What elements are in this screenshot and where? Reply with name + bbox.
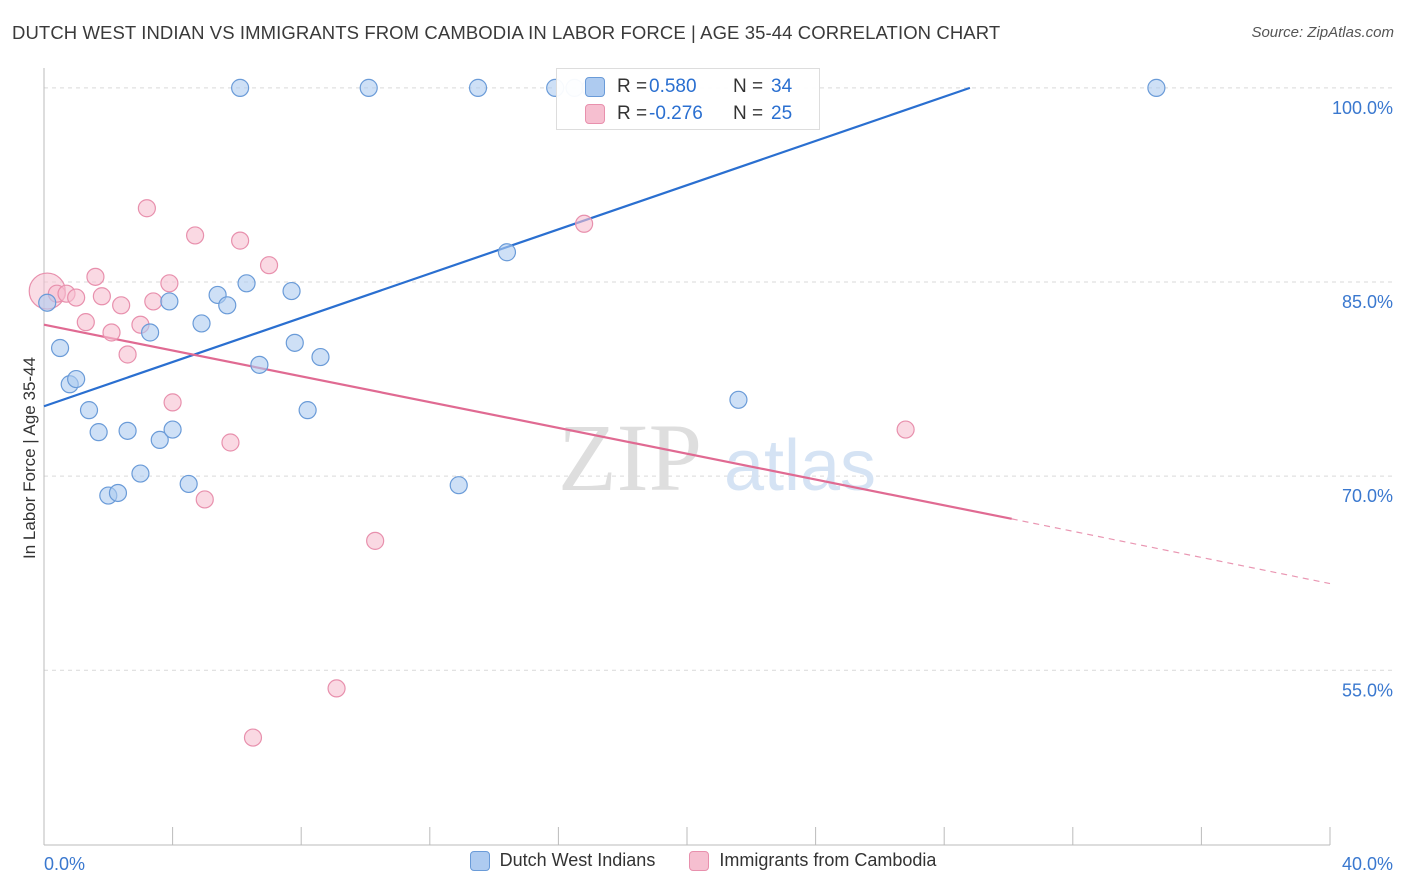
r-value-pink: -0.276 [649,103,703,124]
y-tick-label: 70.0% [1342,486,1393,506]
data-point-pink [163,393,182,412]
data-point-blue [285,333,304,352]
stats-box: R = 0.580 N = 34 R = -0.276 N = 25 [556,68,820,130]
y-tick-label: 100.0% [1332,98,1393,118]
source-credit[interactable]: Source: ZipAtlas.com [1251,24,1394,41]
data-point-blue [250,355,269,374]
data-point-pink [92,287,111,306]
r-label: R = [617,76,648,97]
data-point-blue [497,243,517,262]
data-point-pink [144,292,163,311]
data-point-pink [67,288,86,307]
legend-swatch-blue [469,850,490,871]
data-point-blue [282,281,301,301]
chart-legend: Dutch West Indians Immigrants from Cambo… [0,850,1406,871]
stats-swatch-blue [585,77,605,97]
n-label: N = [733,103,764,124]
legend-label: Immigrants from Cambodia [719,850,937,870]
data-point-pink [76,313,95,332]
data-point-blue [298,401,317,420]
data-point-pink [160,274,179,293]
data-point-blue [67,369,86,389]
data-point-blue [468,78,488,97]
data-point-blue [150,430,169,450]
r-value-blue: 0.580 [649,76,697,97]
data-point-blue [311,347,330,367]
n-value-pink: 25 [771,103,793,124]
r-label: R = [617,103,648,124]
legend-item-immigrants-from-cambodia[interactable]: Immigrants from Cambodia [689,850,936,871]
data-point-blue [231,78,250,97]
data-point-blue [89,423,108,442]
n-label: N = [733,76,764,97]
data-point-pink [221,433,240,452]
data-point-blue [192,314,211,333]
data-point-pink [112,296,131,315]
data-point-pink [896,420,915,439]
data-point-pink [195,490,214,509]
data-points [28,78,1166,747]
data-point-blue [38,293,57,312]
data-point-blue [79,401,99,420]
data-point-blue [50,338,70,358]
data-point-pink [231,231,250,250]
data-point-pink [186,226,205,245]
data-point-blue [163,420,182,439]
n-value-blue: 34 [771,76,793,97]
data-point-blue [131,464,150,483]
zipatlas-watermark: ZIP atlas [558,404,876,511]
data-point-blue [1147,78,1166,97]
legend-label: Dutch West Indians [499,850,656,870]
data-point-pink [137,199,156,218]
trend-line-extension-pink [1011,518,1331,585]
data-point-blue [359,78,378,97]
data-point-blue [449,476,468,495]
trend-line-pink [43,323,1012,520]
data-point-pink [327,679,346,698]
data-point-blue [160,292,179,311]
data-point-blue [118,421,137,440]
data-point-pink [575,214,594,233]
y-tick-label: 55.0% [1342,680,1393,700]
legend-swatch-pink [689,850,710,871]
axes [43,68,1331,846]
data-point-blue [108,483,128,503]
data-point-pink [118,345,137,364]
data-point-blue [179,474,198,494]
data-point-blue [237,274,256,293]
watermark-zip: ZIP [558,404,702,511]
data-point-pink [259,256,279,275]
data-point-blue [140,323,160,342]
x-tick-label: 40.0% [1342,854,1393,874]
tick-labels: 55.0% 70.0% 85.0% 100.0% 0.0% 40.0% [44,98,1393,874]
y-tick-label: 85.0% [1342,292,1393,312]
legend-item-dutch-west-indians[interactable]: Dutch West Indians [469,850,656,871]
stats-swatch-pink [585,104,605,124]
data-point-pink [86,267,105,286]
data-point-pink [243,728,263,747]
data-point-blue [218,296,237,315]
data-point-pink [366,531,385,550]
chart-title: DUTCH WEST INDIAN VS IMMIGRANTS FROM CAM… [12,22,1001,43]
x-tick-label: 0.0% [44,854,85,874]
data-point-pink [102,323,121,342]
data-point-blue [729,390,748,409]
gridlines [44,87,1392,671]
